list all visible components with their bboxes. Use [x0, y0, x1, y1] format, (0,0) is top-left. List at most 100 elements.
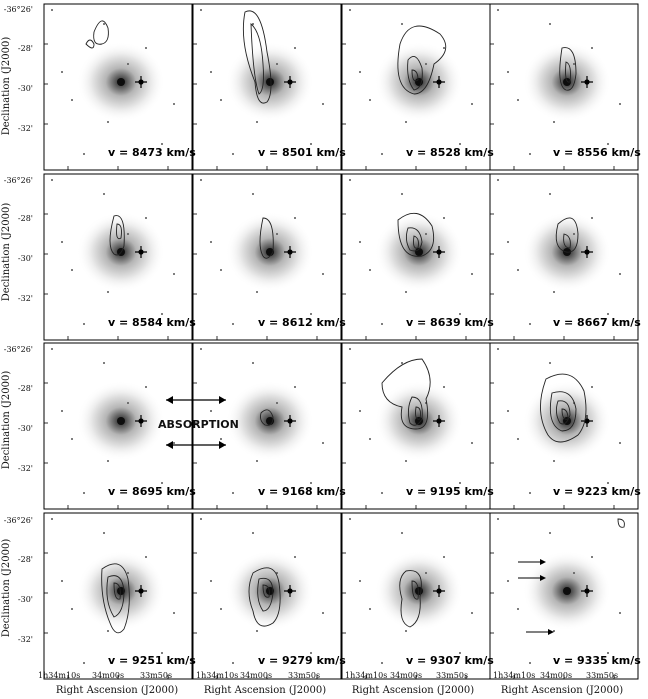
y-tick-label: -32': [17, 124, 33, 133]
x-tick-label: 1h34m10s: [196, 671, 239, 680]
hi-contour: [540, 373, 587, 443]
hi-contour: [411, 69, 419, 82]
y-tick-label: -30': [17, 84, 33, 93]
field-star: [549, 362, 551, 364]
absorption-arrow-bottom-head-right: [219, 441, 226, 449]
field-star: [471, 273, 473, 275]
field-star: [276, 402, 278, 404]
field-star: [127, 233, 129, 235]
hi-contour: [259, 217, 274, 259]
field-star: [210, 410, 212, 412]
y-axis-label-row-4: Declination (J2000): [1, 538, 12, 638]
field-star: [173, 612, 175, 614]
hi-contour: [85, 39, 95, 49]
field-star: [497, 179, 499, 181]
star-spikes: [135, 415, 147, 427]
star-spikes: [284, 585, 296, 597]
field-star: [591, 556, 593, 558]
field-star: [405, 630, 407, 632]
star-spikes: [284, 76, 296, 88]
y-tick-label: -28': [17, 384, 33, 393]
x-tick-label: 34m00s: [390, 671, 423, 680]
hi-contour: [106, 575, 125, 618]
y-tick-label: -32': [17, 294, 33, 303]
hi-contour: [381, 358, 431, 430]
hi-contour: [415, 406, 421, 420]
galaxy-core: [415, 587, 423, 595]
pointer-arrow-head: [540, 559, 546, 565]
star-spikes: [581, 76, 593, 88]
field-star: [103, 23, 105, 25]
star-spikes: [135, 585, 147, 597]
field-star: [405, 291, 407, 293]
field-star: [459, 313, 461, 315]
field-star: [349, 518, 351, 520]
field-star: [401, 193, 403, 195]
field-star: [322, 442, 324, 444]
star-spikes: [581, 585, 593, 597]
absorption-arrow-top-head-left: [166, 396, 173, 404]
field-star: [553, 630, 555, 632]
field-star: [107, 121, 109, 123]
field-star: [607, 482, 609, 484]
star-spikes: [284, 246, 296, 258]
field-star: [107, 630, 109, 632]
x-tick-label: 34m00s: [540, 671, 573, 680]
field-star: [359, 410, 361, 412]
field-star: [173, 103, 175, 105]
field-star: [507, 71, 509, 73]
field-star: [517, 438, 519, 440]
field-star: [107, 460, 109, 462]
field-star: [507, 580, 509, 582]
y-tick-label: -32': [17, 464, 33, 473]
field-star: [83, 662, 85, 664]
field-star: [252, 362, 254, 364]
velocity-label: v = 8556 km/s: [553, 146, 641, 159]
field-star: [443, 556, 445, 558]
field-star: [252, 532, 254, 534]
field-star: [127, 402, 129, 404]
hi-contour: [399, 570, 422, 628]
field-star: [220, 438, 222, 440]
velocity-label: v = 8639 km/s: [406, 316, 494, 329]
y-tick-label: -28': [17, 44, 33, 53]
field-star: [553, 291, 555, 293]
field-star: [256, 630, 258, 632]
absorption-label: ABSORPTION: [158, 418, 239, 431]
field-star: [607, 652, 609, 654]
field-star: [51, 179, 53, 181]
field-star: [200, 518, 202, 520]
y-tick-label: -28': [17, 214, 33, 223]
field-star: [619, 612, 621, 614]
field-star: [497, 9, 499, 11]
hi-contour: [407, 55, 423, 91]
field-star: [471, 442, 473, 444]
field-star: [310, 313, 312, 315]
field-star: [145, 217, 147, 219]
y-tick-label: -30': [17, 424, 33, 433]
hi-contour: [555, 400, 571, 425]
hi-contour: [555, 217, 579, 253]
field-star: [529, 492, 531, 494]
field-star: [107, 291, 109, 293]
field-star: [517, 99, 519, 101]
field-star: [507, 241, 509, 243]
field-star: [294, 386, 296, 388]
x-tick-label: 33m50s: [586, 671, 619, 680]
velocity-label: v = 9251 km/s: [108, 654, 196, 667]
field-star: [71, 438, 73, 440]
field-star: [322, 103, 324, 105]
field-star: [294, 217, 296, 219]
field-star: [71, 99, 73, 101]
field-star: [145, 47, 147, 49]
field-star: [210, 71, 212, 73]
field-star: [220, 608, 222, 610]
hi-contour: [93, 20, 109, 45]
field-star: [459, 482, 461, 484]
field-star: [61, 580, 63, 582]
galaxy-core: [266, 78, 274, 86]
field-star: [619, 442, 621, 444]
hi-contour: [565, 61, 571, 83]
